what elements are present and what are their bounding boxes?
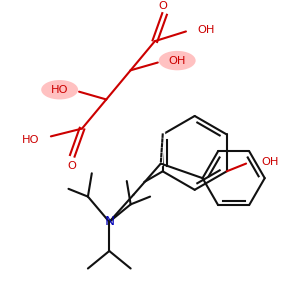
Text: HO: HO: [22, 135, 39, 145]
Text: OH: OH: [169, 56, 186, 66]
Text: O: O: [68, 160, 77, 170]
Text: HO: HO: [51, 85, 68, 95]
Ellipse shape: [159, 51, 196, 70]
Text: OH: OH: [198, 25, 215, 34]
Text: O: O: [158, 1, 167, 11]
Text: N: N: [104, 215, 114, 228]
Ellipse shape: [41, 80, 78, 100]
Text: OH: OH: [262, 157, 279, 166]
